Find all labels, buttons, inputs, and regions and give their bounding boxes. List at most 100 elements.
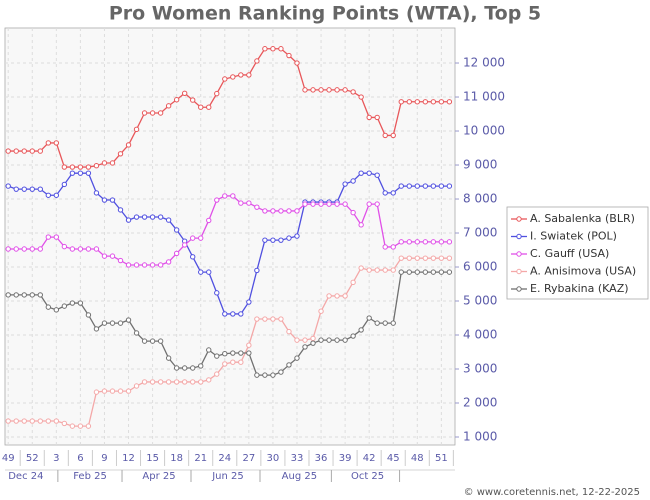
data-point	[173, 227, 180, 233]
data-point	[69, 246, 76, 252]
data-point	[382, 190, 388, 196]
x-tick-label: 12	[122, 453, 135, 464]
data-point	[406, 255, 412, 261]
data-point	[294, 208, 300, 214]
data-point	[414, 99, 420, 105]
legend-label: I. Swiatek (POL)	[530, 230, 617, 243]
data-point	[149, 262, 156, 268]
data-point	[390, 190, 396, 196]
data-point	[358, 94, 364, 100]
month-label: Aug 25	[282, 471, 317, 482]
data-point	[438, 183, 445, 189]
data-point	[109, 320, 116, 326]
data-point	[430, 183, 437, 189]
month-label: Dec 24	[8, 471, 43, 482]
data-point	[165, 217, 172, 223]
data-point	[374, 172, 380, 178]
data-point	[270, 316, 276, 322]
data-point	[133, 262, 140, 268]
data-point	[181, 242, 188, 248]
data-point	[302, 344, 308, 350]
data-point	[21, 418, 27, 424]
data-point	[133, 126, 140, 133]
data-point	[149, 110, 156, 116]
data-point	[430, 99, 437, 105]
data-point	[326, 293, 332, 299]
data-point	[93, 389, 100, 395]
y-tick-label: 5 000	[463, 294, 497, 308]
data-point	[438, 269, 445, 275]
data-point	[358, 222, 364, 228]
data-point	[390, 267, 396, 273]
data-point	[222, 193, 228, 199]
data-point	[117, 388, 124, 394]
data-point	[21, 292, 27, 298]
data-point	[422, 99, 429, 105]
legend-label: C. Gauff (USA)	[530, 247, 609, 260]
data-point	[5, 148, 11, 154]
data-point	[165, 259, 172, 265]
legend-marker	[516, 286, 522, 292]
data-point	[342, 201, 348, 207]
data-point	[318, 201, 324, 207]
data-point	[165, 355, 172, 361]
data-point	[254, 316, 260, 322]
data-point	[398, 183, 404, 189]
data-point	[398, 99, 404, 105]
data-point	[53, 234, 60, 240]
data-point	[190, 235, 196, 241]
data-point	[446, 255, 453, 261]
data-point	[37, 246, 43, 252]
x-tick-label: 21	[194, 453, 207, 464]
y-tick-label: 12 000	[463, 56, 505, 70]
data-point	[21, 186, 27, 192]
data-point	[366, 114, 372, 121]
data-point	[254, 372, 260, 378]
data-point	[37, 292, 43, 298]
data-point	[278, 237, 284, 243]
data-point	[69, 170, 76, 176]
data-point	[366, 201, 372, 207]
data-point	[125, 262, 132, 268]
legend-box	[506, 206, 649, 300]
data-point	[446, 183, 453, 189]
data-point	[206, 377, 212, 383]
data-point	[222, 361, 228, 367]
data-point	[45, 418, 52, 424]
data-point	[222, 76, 228, 82]
data-point	[350, 333, 356, 339]
data-point	[270, 237, 276, 243]
data-point	[77, 246, 84, 252]
x-tick-label: 36	[315, 453, 328, 464]
data-point	[117, 151, 124, 157]
data-point	[198, 379, 204, 385]
data-point	[5, 418, 11, 424]
data-point	[109, 197, 116, 203]
data-point	[157, 338, 164, 344]
data-point	[286, 362, 292, 368]
data-point	[157, 379, 164, 385]
data-point	[13, 186, 19, 192]
x-tick-label: 9	[101, 453, 107, 464]
chart-title: Pro Women Ranking Points (WTA), Top 5	[109, 3, 541, 25]
data-point	[29, 292, 35, 298]
data-point	[350, 178, 356, 184]
data-point	[302, 337, 308, 343]
x-tick-label: 49	[2, 453, 15, 464]
data-point	[238, 200, 244, 206]
data-point	[390, 320, 396, 326]
x-tick-label: 18	[170, 453, 183, 464]
data-point	[238, 311, 244, 317]
data-point	[286, 208, 292, 214]
data-point	[342, 293, 348, 299]
data-point	[101, 253, 108, 259]
data-point	[93, 246, 100, 252]
month-label: Oct 25	[351, 471, 384, 482]
data-point	[350, 279, 356, 286]
data-point	[117, 207, 124, 213]
data-point	[29, 186, 35, 192]
data-point	[206, 217, 212, 224]
data-point	[358, 265, 364, 271]
data-point	[109, 388, 116, 394]
